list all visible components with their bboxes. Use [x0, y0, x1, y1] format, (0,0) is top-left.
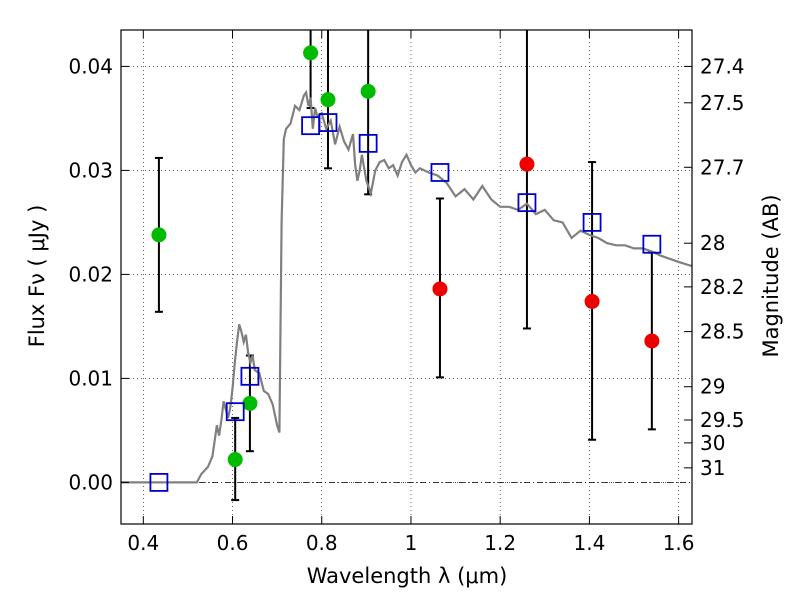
magnitude-tick-label: 30 — [700, 431, 725, 455]
plot-area — [121, 30, 692, 502]
model-photometry-square — [318, 113, 338, 132]
model-photometry-square — [149, 472, 169, 492]
y-tick-label: 0.03 — [68, 158, 113, 182]
magnitude-tick-label: 28 — [700, 231, 725, 255]
magnitude-tick-label: 27.5 — [700, 91, 745, 115]
photometry-point — [584, 293, 600, 309]
x-tick-label: 1.6 — [663, 531, 695, 555]
photometry-point — [360, 83, 376, 99]
x-axis-ticks: 0.4 0.6 0.8 1 1.2 1.4 1.6 — [127, 30, 695, 555]
magnitude-tick-label: 31 — [700, 456, 725, 480]
magnitude-tick-label: 27.7 — [700, 155, 745, 179]
model-photometry-square — [642, 234, 662, 254]
photometry-point — [303, 45, 319, 61]
y-axis-ticks: 0.00 0.01 0.02 0.03 0.04 — [68, 54, 129, 494]
photometry-point — [432, 281, 448, 297]
magnitude-tick-label: 29 — [700, 375, 725, 399]
y-tick-label: 0.00 — [68, 470, 113, 494]
plot-frame — [120, 29, 693, 525]
photometry-point — [242, 395, 258, 411]
model-photometry-square — [430, 163, 450, 182]
x-tick-label: 1.4 — [573, 531, 605, 555]
photometry-point — [151, 227, 167, 243]
y-axis-label: Flux Fν ( μJy ) — [25, 205, 49, 348]
model-photometry-square — [358, 133, 378, 153]
photometry-point — [644, 333, 660, 349]
magnitude-tick-label: 28.5 — [700, 320, 745, 344]
x-tick-label: 1 — [405, 531, 418, 555]
x-axis-label: Wavelength λ (μm) — [307, 564, 508, 588]
x-tick-label: 0.6 — [217, 531, 249, 555]
model-photometry-square — [240, 366, 260, 386]
model-photometry-square — [517, 193, 537, 213]
model-spectrum-line — [121, 89, 692, 484]
photometry-point — [519, 156, 535, 172]
x-tick-label: 0.4 — [127, 531, 159, 555]
magnitude-tick-label: 29.5 — [700, 408, 745, 432]
magnitude-axis-label: Magnitude (AB) — [759, 194, 783, 357]
y-tick-label: 0.04 — [68, 54, 113, 78]
magnitude-tick-label: 28.2 — [700, 275, 745, 299]
model-photometry-square — [582, 212, 602, 232]
y-tick-label: 0.01 — [68, 366, 113, 390]
photometry-point — [320, 92, 336, 108]
photometry-point — [227, 452, 243, 468]
model-photometry-square — [225, 402, 245, 422]
x-tick-label: 0.8 — [306, 531, 338, 555]
magnitude-tick-label: 27.4 — [700, 54, 745, 78]
y-tick-label: 0.02 — [68, 262, 113, 286]
x-tick-label: 1.2 — [484, 531, 516, 555]
